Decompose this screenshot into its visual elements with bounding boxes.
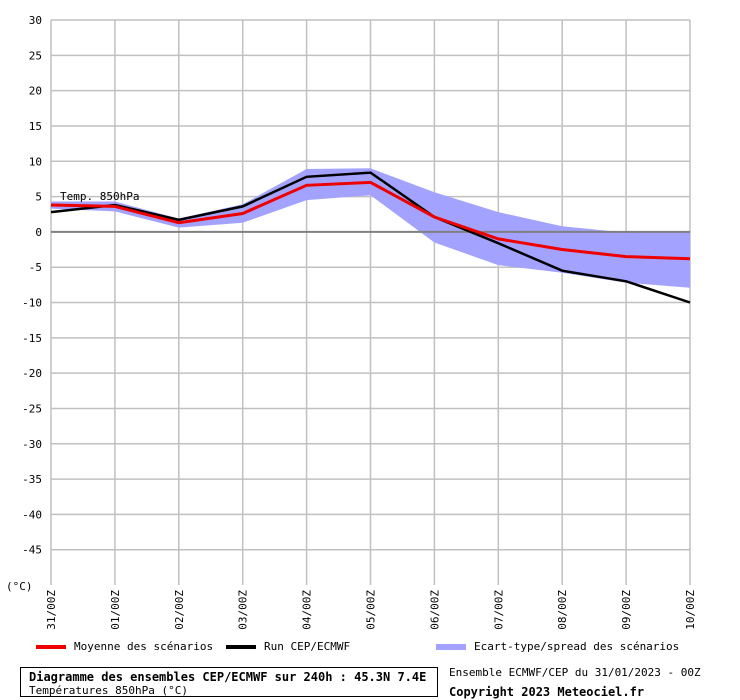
series-line-run (50, 171, 691, 304)
y-tick-label: -25 (22, 402, 42, 415)
ensemble-chart: 30 25 20 15 10 5 0 -5 -10 -15 -20 -25 -30 -35 -40 -45 3… (6, 14, 697, 630)
y-tick-label: 25 (29, 49, 42, 62)
y-tick-label: 15 (29, 120, 42, 133)
series-label: Temp. 850hPa (60, 190, 139, 203)
x-tick-label: 04/00Z (301, 590, 314, 630)
x-tick-label: 31/00Z (45, 590, 58, 630)
series-line-mean (50, 180, 691, 261)
legend-item-spread: Ecart-type/spread des scénarios (436, 640, 679, 653)
y-tick-label: -35 (22, 473, 42, 486)
legend-label-mean: Moyenne des scénarios (74, 640, 214, 653)
y-tick-label: -45 (22, 544, 42, 557)
y-tick-label: -40 (22, 508, 42, 521)
legend-item-run: Run CEP/ECMWF (226, 640, 350, 653)
x-tick-label: 08/00Z (556, 590, 569, 630)
y-axis-unit-label: (°C) (6, 580, 33, 593)
y-tick-label: 30 (29, 14, 42, 27)
x-tick-label: 10/00Z (684, 590, 697, 630)
y-tick-label: 5 (35, 191, 42, 204)
legend-label-spread: Ecart-type/spread des scénarios (474, 640, 680, 653)
y-axis-ticks: 30 25 20 15 10 5 0 -5 -10 -15 -20 -25 -30 -35 -40 -45 (22, 14, 42, 557)
x-tick-label: 07/00Z (492, 590, 505, 630)
x-tick-label: 06/00Z (428, 590, 441, 630)
chart-grid (50, 19, 691, 585)
y-tick-label: -20 (22, 367, 42, 380)
y-tick-label: -5 (29, 261, 42, 274)
y-tick-label: 20 (29, 85, 42, 98)
y-tick-label: -15 (22, 332, 42, 345)
x-tick-label: 05/00Z (365, 590, 378, 630)
legend: Moyenne des scénarios Run CEP/ECMWF Ecar… (0, 640, 740, 656)
legend-swatch-run (226, 644, 256, 649)
x-tick-label: 03/00Z (237, 590, 250, 630)
legend-label-run: Run CEP/ECMWF (264, 640, 351, 653)
chart-title: Diagramme des ensembles CEP/ECMWF sur 24… (29, 670, 427, 684)
legend-item-mean: Moyenne des scénarios (36, 640, 213, 653)
x-tick-label: 01/00Z (109, 590, 122, 630)
x-axis-ticks: 31/00Z 01/00Z 02/00Z 03/00Z 04/00Z 05/00Z 06/0… (45, 590, 697, 630)
legend-swatch-mean (36, 644, 66, 649)
y-tick-label: 0 (35, 226, 42, 239)
chart-subtitle: Températures 850hPa (°C) (29, 684, 188, 697)
y-tick-label: -30 (22, 438, 42, 451)
x-tick-label: 09/00Z (620, 590, 633, 630)
x-tick-label: 02/00Z (173, 590, 186, 630)
run-info: Ensemble ECMWF/CEP du 31/01/2023 - 00Z (449, 666, 701, 679)
y-tick-label: -10 (22, 297, 42, 310)
chart-info-box: Diagramme des ensembles CEP/ECMWF sur 24… (20, 667, 438, 697)
y-tick-label: 10 (29, 155, 42, 168)
copyright: Copyright 2023 Meteociel.fr (449, 685, 645, 699)
legend-swatch-spread (436, 643, 466, 650)
